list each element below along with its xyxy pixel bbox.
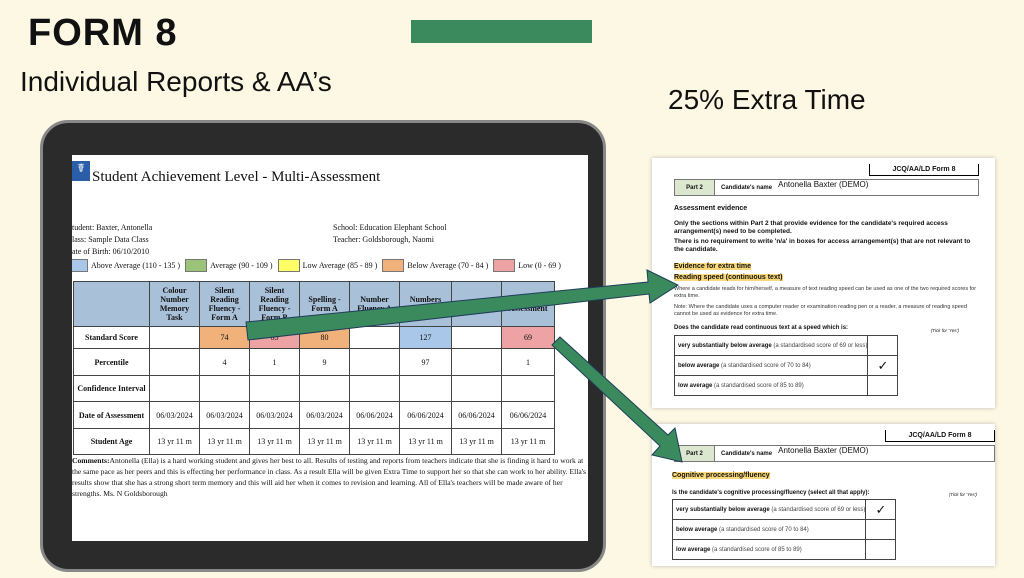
table-cell: 1 bbox=[501, 348, 555, 376]
tick-hint: (Tick for 'Yes') bbox=[948, 492, 977, 497]
part-label: Part 2 bbox=[675, 446, 715, 461]
evidence-heading: Evidence for extra time bbox=[674, 263, 752, 270]
legend-label: Low (0 - 69 ) bbox=[518, 261, 561, 270]
legend-label: Low Average (85 - 89 ) bbox=[302, 261, 378, 270]
slide-subtitle: Individual Reports & AA’s bbox=[20, 66, 332, 97]
form-header: JCQ/AA/LD Form 8 bbox=[885, 430, 995, 442]
row-label: Confidence Interval bbox=[73, 375, 150, 402]
row-label: Percentile bbox=[73, 348, 150, 376]
section-heading: Assessment evidence bbox=[674, 205, 748, 212]
question: Is the candidate's cognitive processing/… bbox=[672, 490, 870, 496]
date-of-birth: ate of Birth: 06/10/2010 bbox=[72, 247, 150, 256]
tick-row: low average (a standardised score of 85 … bbox=[673, 375, 899, 396]
table-row: Date of Assessment 06/03/2024 06/03/2024 06… bbox=[73, 401, 555, 429]
tick-row: below average (a standardised score of 7… bbox=[673, 355, 899, 376]
report-screen: ☤ Student Achievement Level - Multi-Asse… bbox=[72, 155, 588, 541]
class-name: lass: Sample Data Class bbox=[72, 235, 149, 244]
form-header: JCQ/AA/LD Form 8 bbox=[869, 164, 979, 176]
table-cell bbox=[149, 348, 200, 376]
note-text: Note: Where the candidate uses a compute… bbox=[674, 304, 967, 317]
candidate-row: Part 2 Candidate's name Antonella Baxter (… bbox=[674, 445, 995, 462]
row-label: Date of Assessment bbox=[73, 401, 150, 429]
table-cell: 13 yr 11 m bbox=[299, 428, 350, 455]
comments-text: Antonella (Ella) is a hard working stude… bbox=[72, 456, 587, 498]
tick-row: very substantially below average (a stan… bbox=[671, 499, 897, 520]
accent-bar bbox=[411, 20, 592, 43]
report-title: Student Achievement Level - Multi-Assess… bbox=[92, 169, 381, 185]
question: Does the candidate read continuous text … bbox=[674, 325, 849, 331]
table-cell: 69 bbox=[501, 326, 555, 349]
form8-reading-speed: JCQ/AA/LD Form 8 Part 2 Candidate's name A… bbox=[652, 158, 995, 408]
school-name: School: Education Elephant School bbox=[333, 223, 447, 232]
candidate-label: Candidate's name bbox=[721, 184, 773, 191]
legend-swatch bbox=[493, 259, 516, 272]
table-cell: 13 yr 11 m bbox=[399, 428, 452, 455]
table-cell: 74 bbox=[199, 326, 250, 349]
legend-label: Above Average (110 - 135 ) bbox=[91, 261, 181, 270]
tick-table: very substantially below average (a stan… bbox=[673, 335, 899, 396]
instruction-1: Only the sections within Part 2 that pro… bbox=[674, 220, 948, 235]
comments-label: Comments: bbox=[72, 456, 110, 465]
table-cell: 127 bbox=[399, 326, 452, 349]
table-cell: 13 yr 11 m bbox=[501, 428, 555, 455]
table-cell: 06/06/2024 bbox=[451, 401, 502, 429]
table-row: Percentile 4 1 9 97 1 bbox=[73, 348, 555, 376]
tick-hint: (Tick for 'Yes') bbox=[930, 328, 959, 333]
table-row: Student Age 13 yr 11 m 13 yr 11 m 13 yr 11 … bbox=[73, 428, 555, 455]
table-cell: 13 yr 11 m bbox=[249, 428, 300, 455]
table-cell: 13 yr 11 m bbox=[199, 428, 250, 455]
legend-label: Below Average (70 - 84 ) bbox=[407, 261, 489, 270]
table-cell: 06/03/2024 bbox=[249, 401, 300, 429]
table-cell bbox=[451, 348, 502, 376]
table-cell bbox=[149, 375, 200, 402]
table-cell bbox=[501, 375, 555, 402]
student-name: tudent: Baxter, Antonella bbox=[72, 223, 153, 232]
table-cell bbox=[199, 375, 250, 402]
option-label: low average (a standardised score of 85 … bbox=[671, 539, 867, 560]
legend-swatch bbox=[185, 259, 208, 272]
teacher-name: Teacher: Goldsborough, Naomi bbox=[333, 235, 434, 244]
reading-speed-text: Where a candidate reads for him/herself,… bbox=[674, 286, 977, 299]
table-cell: 06/06/2024 bbox=[349, 401, 400, 429]
school-logo-icon: ☤ bbox=[72, 161, 90, 181]
scores-table: Colour Number Memory Task Silent Reading … bbox=[73, 281, 555, 455]
table-row: Confidence Interval bbox=[73, 375, 555, 402]
slide-title: FORM 8 bbox=[28, 12, 178, 54]
legend-label: Average (90 - 109 ) bbox=[210, 261, 273, 270]
reading-speed-heading: Reading speed (continuous text) bbox=[674, 274, 783, 281]
table-cell: 06/06/2024 bbox=[399, 401, 452, 429]
corner-cell bbox=[73, 281, 150, 327]
tick-box[interactable] bbox=[867, 375, 899, 396]
extra-time-heading: 25% Extra Time bbox=[668, 84, 866, 115]
part-label: Part 2 bbox=[675, 180, 715, 195]
legend-swatch bbox=[382, 259, 405, 272]
instruction-2: There is no requirement to write 'n/a' i… bbox=[674, 238, 971, 253]
arrow-to-cognitive bbox=[551, 336, 683, 463]
candidate-label: Candidate's name bbox=[721, 450, 773, 457]
tick-row: low average (a standardised score of 85 … bbox=[671, 539, 897, 560]
form8-cognitive-processing: JCQ/AA/LD Form 8 Part 2 Candidate's name A… bbox=[652, 424, 995, 566]
comments: Comments:Antonella (Ella) is a hard work… bbox=[72, 455, 588, 499]
column-header: Silent Reading Fluency - Form A bbox=[199, 281, 250, 327]
legend-swatch bbox=[277, 259, 300, 272]
arrow-to-reading-speed bbox=[245, 269, 680, 341]
candidate-name: Antonella Baxter (DEMO) bbox=[778, 446, 869, 455]
legend-swatch bbox=[72, 259, 88, 272]
tick-box[interactable] bbox=[865, 539, 897, 560]
cognitive-heading: Cognitive processing/fluency bbox=[672, 472, 770, 479]
score-legend: Above Average (110 - 135 ) Average (90 - … bbox=[72, 259, 563, 272]
candidate-row: Part 2 Candidate's name Antonella Baxter (… bbox=[674, 179, 979, 196]
option-label: low average (a standardised score of 85 … bbox=[673, 375, 869, 396]
candidate-name: Antonella Baxter (DEMO) bbox=[778, 180, 869, 189]
tick-table: very substantially below average (a stan… bbox=[671, 499, 897, 560]
